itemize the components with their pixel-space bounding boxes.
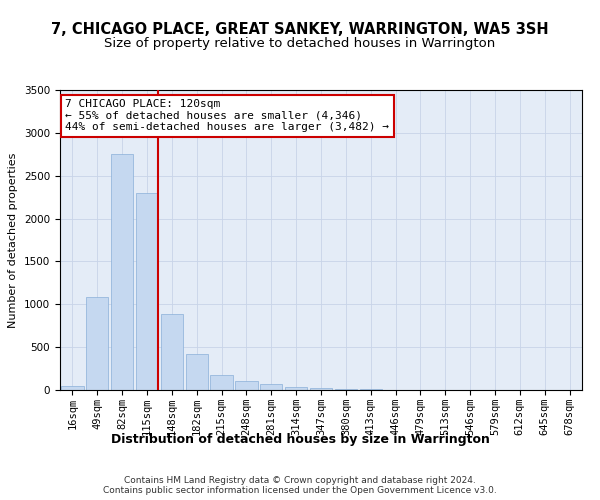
Bar (211, 375, 233, 390)
Bar (260, 384, 283, 390)
Bar (111, 154, 133, 390)
Bar (86, 296, 109, 390)
Text: Distribution of detached houses by size in Warrington: Distribution of detached houses by size … (110, 432, 490, 446)
Bar (136, 193, 158, 390)
Text: Contains HM Land Registry data © Crown copyright and database right 2024.
Contai: Contains HM Land Registry data © Crown c… (103, 476, 497, 495)
Bar (235, 382, 257, 390)
Bar (285, 386, 307, 390)
Bar (161, 314, 183, 390)
Bar (335, 389, 357, 390)
Text: 7, CHICAGO PLACE, GREAT SANKEY, WARRINGTON, WA5 3SH: 7, CHICAGO PLACE, GREAT SANKEY, WARRINGT… (51, 22, 549, 38)
Bar (61, 386, 83, 390)
Y-axis label: Number of detached properties: Number of detached properties (8, 152, 19, 328)
Text: 7 CHICAGO PLACE: 120sqm
← 55% of detached houses are smaller (4,346)
44% of semi: 7 CHICAGO PLACE: 120sqm ← 55% of detache… (65, 99, 389, 132)
Bar (310, 388, 332, 390)
Text: Size of property relative to detached houses in Warrington: Size of property relative to detached ho… (104, 38, 496, 51)
Bar (185, 354, 208, 390)
